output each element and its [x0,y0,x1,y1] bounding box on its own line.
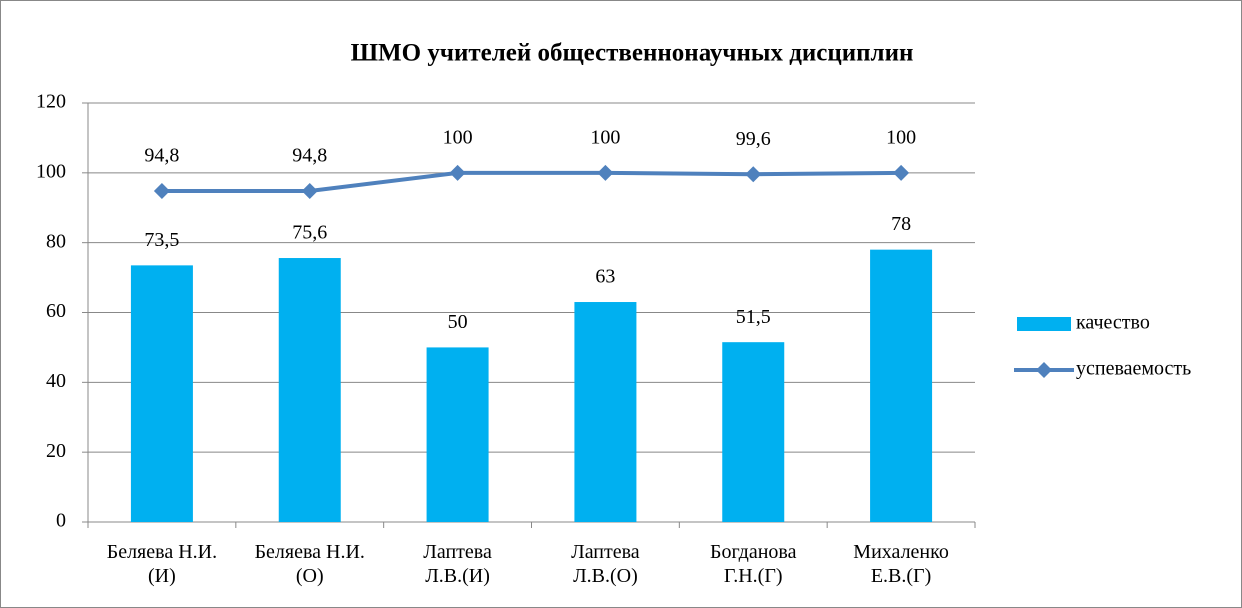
legend-label: качество [1076,312,1150,334]
y-tick-label: 0 [56,510,66,532]
marker [745,166,762,183]
chart-title: ШМО учителей общественнонаучных дисципли… [351,40,914,67]
data-label: 100 [443,126,473,148]
marker [597,164,614,181]
data-label: 99,6 [736,128,771,150]
marker [301,182,318,199]
data-label: 63 [595,266,615,288]
y-tick-label: 40 [46,370,66,392]
data-label: 50 [448,311,468,333]
legend-swatch [1017,317,1071,331]
data-label: 78 [891,213,911,235]
y-tick-label: 20 [46,440,66,462]
bar [870,249,933,522]
x-tick-label: Михаленко Е.В.(Г) [853,541,949,587]
legend-marker [1036,362,1052,378]
bar [722,342,785,522]
marker [893,164,910,181]
bar [278,258,341,522]
data-label: 75,6 [292,222,327,244]
data-label: 94,8 [292,145,327,167]
data-label: 73,5 [144,229,179,251]
data-label: 100 [590,126,620,148]
x-tick-label: Лаптева Л.В.(И) [423,541,492,587]
y-tick-label: 100 [36,160,66,182]
x-tick-label: Беляева Н.И. (О) [254,541,365,587]
marker [153,182,170,199]
y-tick-label: 60 [46,300,66,322]
marker [449,164,466,181]
y-tick-label: 80 [46,230,66,252]
data-label: 94,8 [144,145,179,167]
legend-label: успеваемость [1076,358,1191,380]
y-tick-label: 120 [36,91,66,113]
bar [130,265,193,522]
bar [426,347,489,522]
line [161,170,902,193]
x-tick-label: Беляева Н.И. (И) [106,541,218,587]
bar [574,302,637,522]
x-tick-label: Богданова Г.Н.(Г) [709,541,797,587]
data-label: 100 [886,126,916,148]
x-tick-label: Лаптева Л.В.(О) [571,541,640,587]
data-label: 51,5 [736,306,771,328]
